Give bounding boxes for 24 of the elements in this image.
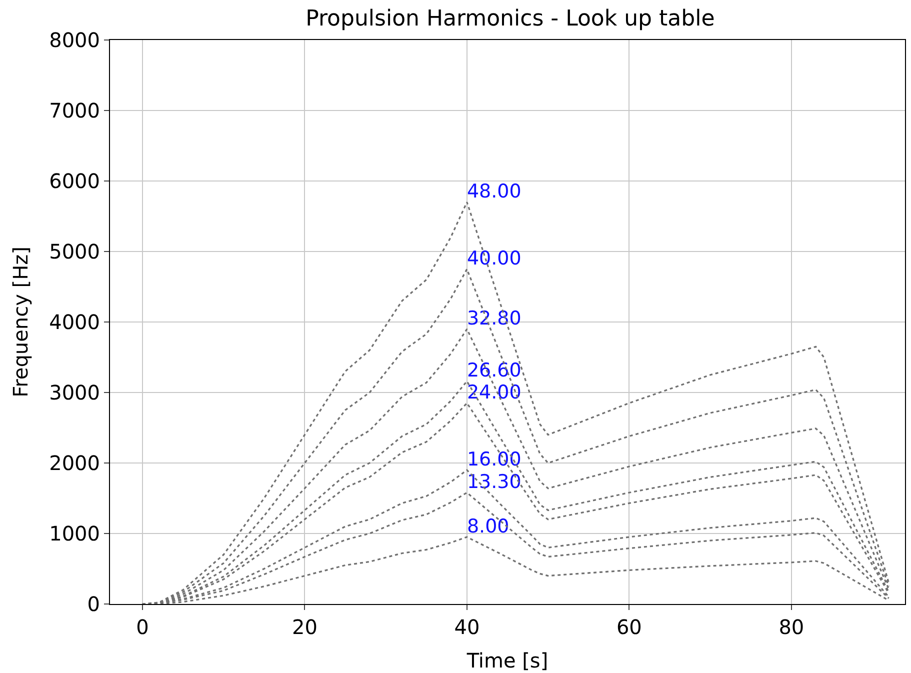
series-label: 26.60 — [466, 359, 522, 382]
y-tick-label: 7000 — [49, 98, 100, 122]
x-tick-label: 80 — [778, 615, 804, 639]
x-tick-label: 60 — [616, 615, 642, 639]
y-tick-label: 6000 — [49, 169, 100, 193]
y-tick-label: 4000 — [49, 310, 100, 334]
y-tick-label: 5000 — [49, 240, 100, 264]
y-tick-label: 0 — [87, 592, 100, 616]
y-tick-label: 3000 — [49, 380, 100, 404]
series-label: 16.00 — [466, 448, 522, 470]
y-tick-label: 2000 — [49, 451, 100, 475]
series-label: 8.00 — [466, 515, 510, 538]
series-label: 32.80 — [466, 307, 522, 330]
x-tick-label: 0 — [136, 615, 149, 639]
x-tick-label: 20 — [292, 615, 318, 639]
y-tick-label: 1000 — [49, 522, 100, 546]
y-tick-label: 8000 — [49, 28, 100, 52]
series-label: 40.00 — [466, 247, 522, 270]
x-tick-label: 40 — [454, 615, 480, 639]
x-axis-title: Time [s] — [466, 648, 548, 672]
chart-title: Propulsion Harmonics - Look up table — [306, 6, 715, 32]
series-label: 13.30 — [466, 470, 522, 493]
y-axis-title: Frequency [Hz] — [8, 246, 33, 398]
series-label: 48.00 — [466, 180, 522, 202]
